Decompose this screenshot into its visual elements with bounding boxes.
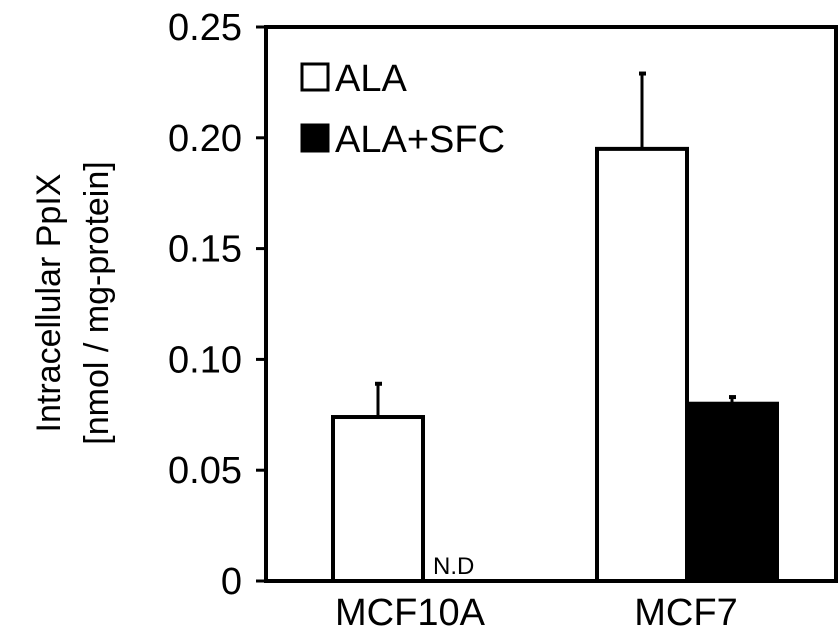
bar-mcf7-ala-sfc [685, 401, 779, 583]
bar-mcf10a-ala [331, 415, 425, 583]
not-detected-annotation: N.D [433, 553, 474, 580]
bar-mcf7-ala [595, 146, 689, 583]
y-tick-label: 0.05 [168, 450, 242, 492]
y-tick-label: 0.25 [168, 7, 242, 49]
annotations: N.D [433, 553, 474, 580]
x-category-label: MCF10A [335, 592, 486, 634]
legend-label: ALA+SFC [335, 119, 505, 161]
y-tick-label: 0.20 [168, 118, 242, 160]
bars [331, 146, 779, 583]
x-category-label: MCF7 [634, 592, 737, 634]
y-axis-label: Intracellular PpIX [30, 174, 68, 433]
plot-frame [264, 25, 838, 583]
y-axis-ticks: 0 0.05 0.10 0.15 0.20 0.25 [168, 7, 266, 603]
x-axis-categories: MCF10A MCF7 [335, 592, 738, 634]
y-tick-label: 0.10 [168, 339, 242, 381]
error-bars [375, 71, 736, 418]
y-tick-label: 0.15 [168, 229, 242, 271]
legend-swatch-ala [300, 62, 330, 92]
y-axis-unit-label: [nmol / mg-protein] [78, 161, 116, 444]
legend-label: ALA [335, 58, 407, 100]
legend: ALA ALA+SFC [300, 58, 505, 161]
legend-swatch-ala-sfc [300, 123, 330, 153]
y-tick-label: 0 [221, 561, 242, 603]
y-axis-title: Intracellular PpIX [nmol / mg-protein] [30, 161, 116, 444]
